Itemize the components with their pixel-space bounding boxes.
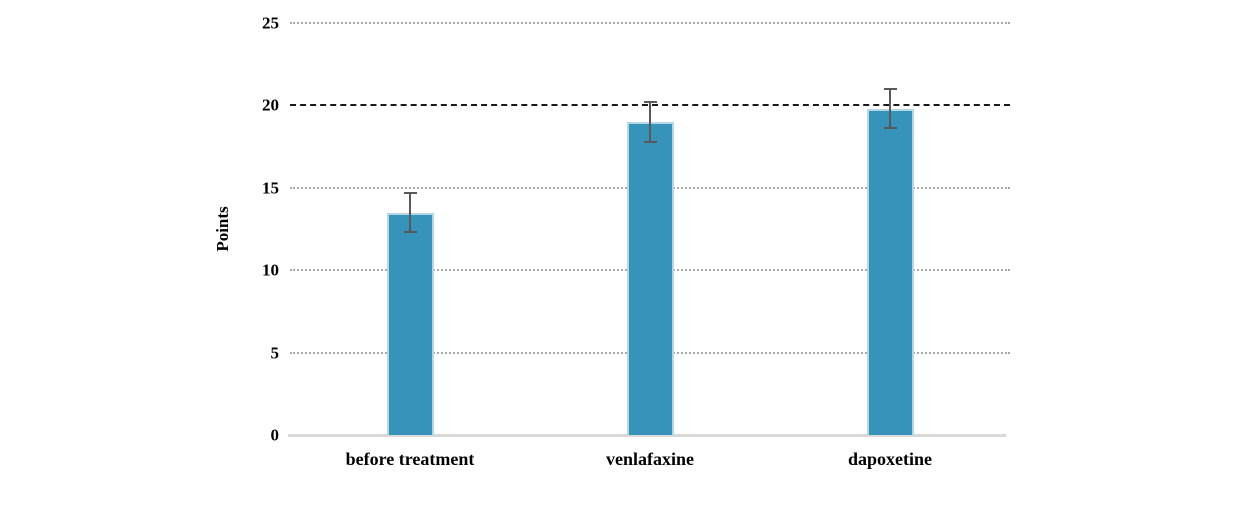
error-bar xyxy=(649,102,651,142)
y-tick-label: 15 xyxy=(262,178,279,198)
error-bar-cap xyxy=(643,140,657,143)
y-tick-label: 5 xyxy=(270,343,280,363)
y-tick-label: 10 xyxy=(262,260,279,280)
x-axis-line xyxy=(288,434,1006,437)
error-bar-cap xyxy=(883,87,897,90)
error-bar xyxy=(889,88,891,129)
error-bar-cap xyxy=(643,101,657,104)
x-category-label: venlafaxine xyxy=(606,449,694,469)
x-category-label: before treatment xyxy=(345,449,475,469)
error-bar-cap xyxy=(403,231,417,234)
error-bar-cap xyxy=(883,127,897,130)
y-tick-label: 20 xyxy=(262,95,279,115)
bar xyxy=(626,121,674,435)
error-bar-cap xyxy=(403,191,417,194)
y-tick-label: 25 xyxy=(262,13,279,33)
bar xyxy=(386,212,434,435)
bar xyxy=(866,108,914,435)
x-category-label: dapoxetine xyxy=(847,449,932,469)
error-bar xyxy=(409,192,411,233)
y-tick-label: 0 xyxy=(270,425,280,445)
gridline xyxy=(290,22,1010,24)
